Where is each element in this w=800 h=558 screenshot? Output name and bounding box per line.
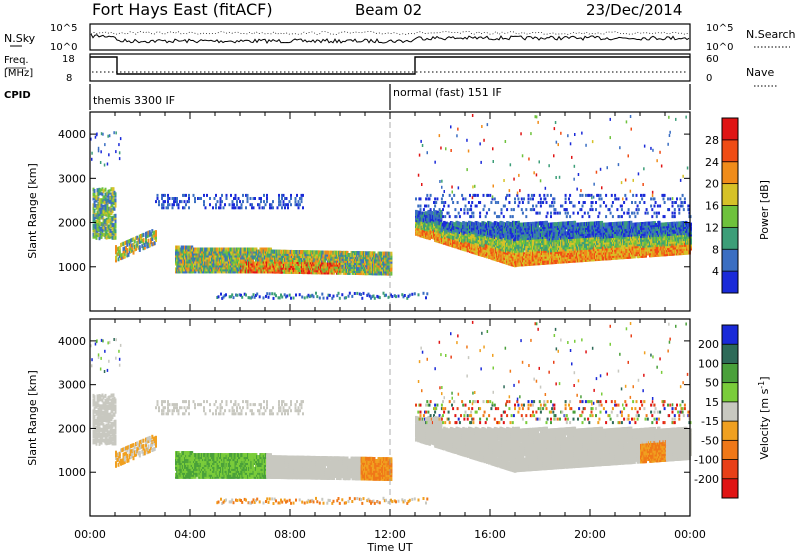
colorbar-swatch: [722, 479, 738, 499]
y-tick-label: 2000: [58, 422, 86, 435]
velocity-colorbar: 200 100 50 15 -15 -50 -100 -200: [694, 325, 738, 499]
y-tick-label: 1000: [58, 261, 86, 274]
velocity-colorbar-label-main: Velocity [m s: [758, 388, 771, 459]
colorbar-swatch: [722, 271, 738, 293]
power-colorbar-label: Power [dB]: [758, 180, 771, 240]
colorbar-tick-label: 16: [705, 200, 719, 213]
cpid-segment-2: normal (fast) 151 IF: [393, 86, 502, 99]
colorbar-swatch: [722, 162, 738, 184]
nsky-label: N.Sky: [4, 32, 36, 45]
velocity-ylabel: Slant Range [km]: [26, 370, 39, 466]
velocity-x-ticks: [90, 319, 690, 516]
freq-tick-high: 18: [62, 54, 75, 65]
freq-panel: Freq. [MHz] 18 8 60 0 Nave: [4, 54, 778, 86]
colorbar-swatch: [722, 140, 738, 162]
nsearch-tick-high: 10^5: [706, 23, 733, 34]
nsky-trace: [91, 32, 689, 44]
cpid-segment-1: themis 3300 IF: [93, 94, 175, 107]
nsky-panel: N.Sky 10^5 10^0 10^5 10^0 N.Search: [4, 23, 796, 53]
colorbar-tick-label: 24: [705, 156, 719, 169]
freq-label-2: [MHz]: [4, 68, 33, 79]
nsearch-label: N.Search: [746, 28, 796, 41]
colorbar-swatch: [722, 206, 738, 228]
colorbar-swatch: [722, 440, 738, 460]
colorbar-swatch: [722, 460, 738, 480]
x-tick-label: 00:00: [674, 528, 706, 541]
x-axis-labels: 00:00 04:00 08:00 12:00 16:00 20:00 00:00: [74, 528, 706, 541]
colorbar-swatch: [722, 249, 738, 271]
freq-label-1: Freq.: [4, 55, 29, 66]
colorbar-swatch: [722, 421, 738, 441]
colorbar-swatch: [722, 118, 738, 140]
nave-tick-low: 0: [706, 73, 712, 84]
y-tick-label: 3000: [58, 379, 86, 392]
colorbar-swatch: [722, 184, 738, 206]
colorbar-swatch: [722, 344, 738, 364]
power-ylabel: Slant Range [km]: [26, 163, 39, 259]
y-tick-label: 2000: [58, 217, 86, 230]
cpid-panel: CPID themis 3300 IF normal (fast) 151 IF: [4, 84, 690, 110]
y-tick-label: 3000: [58, 172, 86, 185]
colorbar-tick-label: 28: [705, 134, 719, 147]
velocity-colorbar-label-end: ]: [758, 376, 771, 380]
colorbar-tick-label: 8: [712, 243, 719, 256]
colorbar-swatch: [722, 383, 738, 403]
colorbar-swatch: [722, 325, 738, 345]
colorbar-tick-label: 15: [705, 396, 719, 409]
nsky-tick-low: 10^0: [50, 42, 77, 53]
x-tick-label: 04:00: [174, 528, 206, 541]
colorbar-swatch: [722, 402, 738, 422]
colorbar-tick-label: 200: [698, 338, 719, 351]
x-tick-label: 12:00: [374, 528, 406, 541]
nave-label: Nave: [746, 66, 774, 79]
velocity-panel: 1000 2000 3000 4000 Slant Range [km] 200 100…: [26, 319, 771, 516]
station-title: Fort Hays East (fitACF): [92, 0, 273, 19]
beam-title: Beam 02: [355, 1, 422, 19]
velocity-data: [90, 321, 692, 505]
y-tick-label: 4000: [58, 128, 86, 141]
freq-trace: [90, 57, 690, 74]
colorbar-tick-label: 20: [705, 178, 719, 191]
power-data: [90, 114, 692, 300]
velocity-colorbar-label-sup: -1: [757, 381, 766, 389]
colorbar-tick-label: -100: [694, 454, 719, 467]
colorbar-tick-label: -50: [701, 434, 719, 447]
colorbar-swatch: [722, 363, 738, 383]
freq-tick-low: 8: [66, 73, 72, 84]
colorbar-tick-label: 4: [712, 265, 719, 278]
nsky-tick-high: 10^5: [50, 23, 77, 34]
power-panel: 1000 2000 3000 4000 Slant Range [km] 4 8 12 16…: [26, 112, 771, 311]
colorbar-tick-label: 100: [698, 357, 719, 370]
x-tick-label: 16:00: [474, 528, 506, 541]
x-axis-title: Time UT: [366, 541, 412, 554]
x-tick-label: 08:00: [274, 528, 306, 541]
cpid-label: CPID: [4, 90, 31, 101]
x-tick-label: 20:00: [574, 528, 606, 541]
colorbar-tick-label: -15: [701, 415, 719, 428]
x-tick-label: 00:00: [74, 528, 106, 541]
date-title: 23/Dec/2014: [586, 1, 682, 19]
colorbar-swatch: [722, 227, 738, 249]
velocity-colorbar-label: Velocity [m s-1]: [757, 376, 771, 459]
nave-tick-high: 60: [706, 54, 719, 65]
y-tick-label: 4000: [58, 335, 86, 348]
colorbar-tick-label: 12: [705, 221, 719, 234]
y-tick-label: 1000: [58, 466, 86, 479]
power-x-ticks: [90, 112, 690, 311]
power-colorbar: 4 8 12 16 20 24 28: [705, 118, 738, 294]
nsearch-tick-low: 10^0: [706, 42, 733, 53]
colorbar-tick-label: -200: [694, 473, 719, 486]
colorbar-tick-label: 50: [705, 377, 719, 390]
